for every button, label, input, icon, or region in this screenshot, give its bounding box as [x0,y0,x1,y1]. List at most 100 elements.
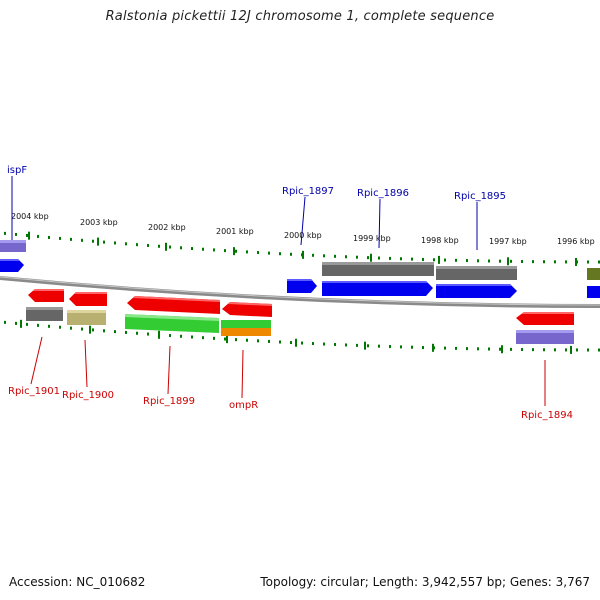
scale-tick-minor [92,328,94,332]
scale-label-2002: 2002 kbp [148,223,186,232]
scale-tick-minor [70,237,72,241]
scale-tick-minor [499,259,501,263]
scale-label-2001: 2001 kbp [216,227,254,236]
scale-tick-major [89,325,91,334]
scale-tick-minor [81,238,83,242]
scale-tick-major [370,253,372,262]
scale-tick-minor [488,259,490,263]
scale-label-2004: 2004 kbp [11,212,49,221]
leader-rpic-1896 [378,198,381,249]
scale-tick-minor [356,343,358,347]
scale-tick-minor [510,259,512,263]
scale-tick-minor [224,249,226,253]
gene-rpic-1899[interactable] [125,296,220,333]
scale-tick-major [97,237,99,246]
scale-tick-minor [433,258,435,262]
label-rpic-1901: Rpic_1901 [8,386,60,397]
scale-tick-minor [136,243,138,247]
scale-tick-minor [257,339,259,343]
scale-tick-minor [59,325,61,329]
scale-tick-minor [510,347,512,351]
scale-tick-major [28,231,30,240]
scale-label-1996: 1996 kbp [557,237,595,246]
scale-tick-minor [136,331,138,335]
gene-rpic-1901[interactable] [26,289,64,321]
scale-ticks-reverse [4,319,600,354]
scale-tick-minor [345,343,347,347]
accession-text: Accession: NC_010682 [9,575,146,589]
scale-tick-minor [389,345,391,349]
label-rpic-1897: Rpic_1897 [282,186,334,197]
label-rpic-1895: Rpic_1895 [454,191,506,202]
scale-tick-minor [301,341,303,345]
scale-tick-minor [488,347,490,351]
scale-tick-minor [15,321,17,325]
scale-tick-minor [499,347,501,351]
gene-rpic-1894[interactable] [516,312,574,344]
leader-rpic-1897 [300,196,306,246]
scale-tick-minor [158,244,160,248]
scale-label-1997: 1997 kbp [489,237,527,246]
scale-tick-minor [147,243,149,247]
scale-tick-minor [312,342,314,346]
scale-tick-major [295,338,297,347]
scale-tick-minor [543,348,545,352]
scale-tick-minor [290,252,292,256]
scale-tick-minor [202,247,204,251]
scale-tick-minor [26,322,28,326]
scale-tick-minor [466,347,468,351]
scale-label-2003: 2003 kbp [80,218,118,227]
scale-tick-minor [114,241,116,245]
scale-tick-minor [81,327,83,331]
gene-rpic-1896[interactable] [322,262,434,296]
scale-tick-minor [92,239,94,243]
scale-tick-minor [554,260,556,264]
scale-tick-minor [455,346,457,350]
gene-rpic-1897[interactable] [287,279,317,293]
label-rpic-1896: Rpic_1896 [357,188,409,199]
map-title: Ralstonia pickettii 12J chromosome 1, co… [105,9,495,24]
scale-tick-minor [389,256,391,260]
gene-rpic-1895[interactable] [436,266,517,298]
scale-tick-minor [422,346,424,350]
scale-tick-minor [257,251,259,255]
scale-tick-minor [191,247,193,251]
scale-tick-minor [323,254,325,258]
scale-tick-minor [598,260,600,264]
scale-tick-minor [477,259,479,263]
scale-tick-minor [334,254,336,258]
scale-tick-minor [400,257,402,261]
scale-tick-minor [59,236,61,240]
scale-tick-minor [477,347,479,351]
scale-label-1999: 1999 kbp [353,234,391,243]
scale-tick-minor [279,340,281,344]
scale-tick-minor [180,334,182,338]
scale-tick-minor [147,332,149,336]
scale-tick-major [432,343,434,352]
scale-tick-minor [455,258,457,262]
gene-rpic-1900[interactable] [67,292,107,325]
label-rpic-1894: Rpic_1894 [521,410,573,421]
gene-edge-right[interactable] [587,268,600,298]
scale-tick-major [226,335,228,344]
scale-tick-minor [37,234,39,238]
scale-tick-major [233,247,235,256]
scale-tick-minor [554,348,556,352]
scale-tick-major [158,330,160,339]
gene-ispF[interactable] [0,240,26,272]
scale-tick-minor [169,334,171,338]
gene-ompR[interactable] [221,302,272,336]
scale-tick-minor [444,346,446,350]
scale-tick-minor [466,259,468,263]
label-rpic-1900: Rpic_1900 [62,390,114,401]
scale-tick-minor [598,348,600,352]
scale-tick-major [302,250,304,259]
leader-ompR [241,349,244,399]
scale-tick-minor [565,348,567,352]
scale-tick-minor [202,336,204,340]
scale-tick-major [507,257,509,266]
scale-tick-minor [521,348,523,352]
scale-tick-minor [323,342,325,346]
scale-ticks-forward [4,231,600,266]
